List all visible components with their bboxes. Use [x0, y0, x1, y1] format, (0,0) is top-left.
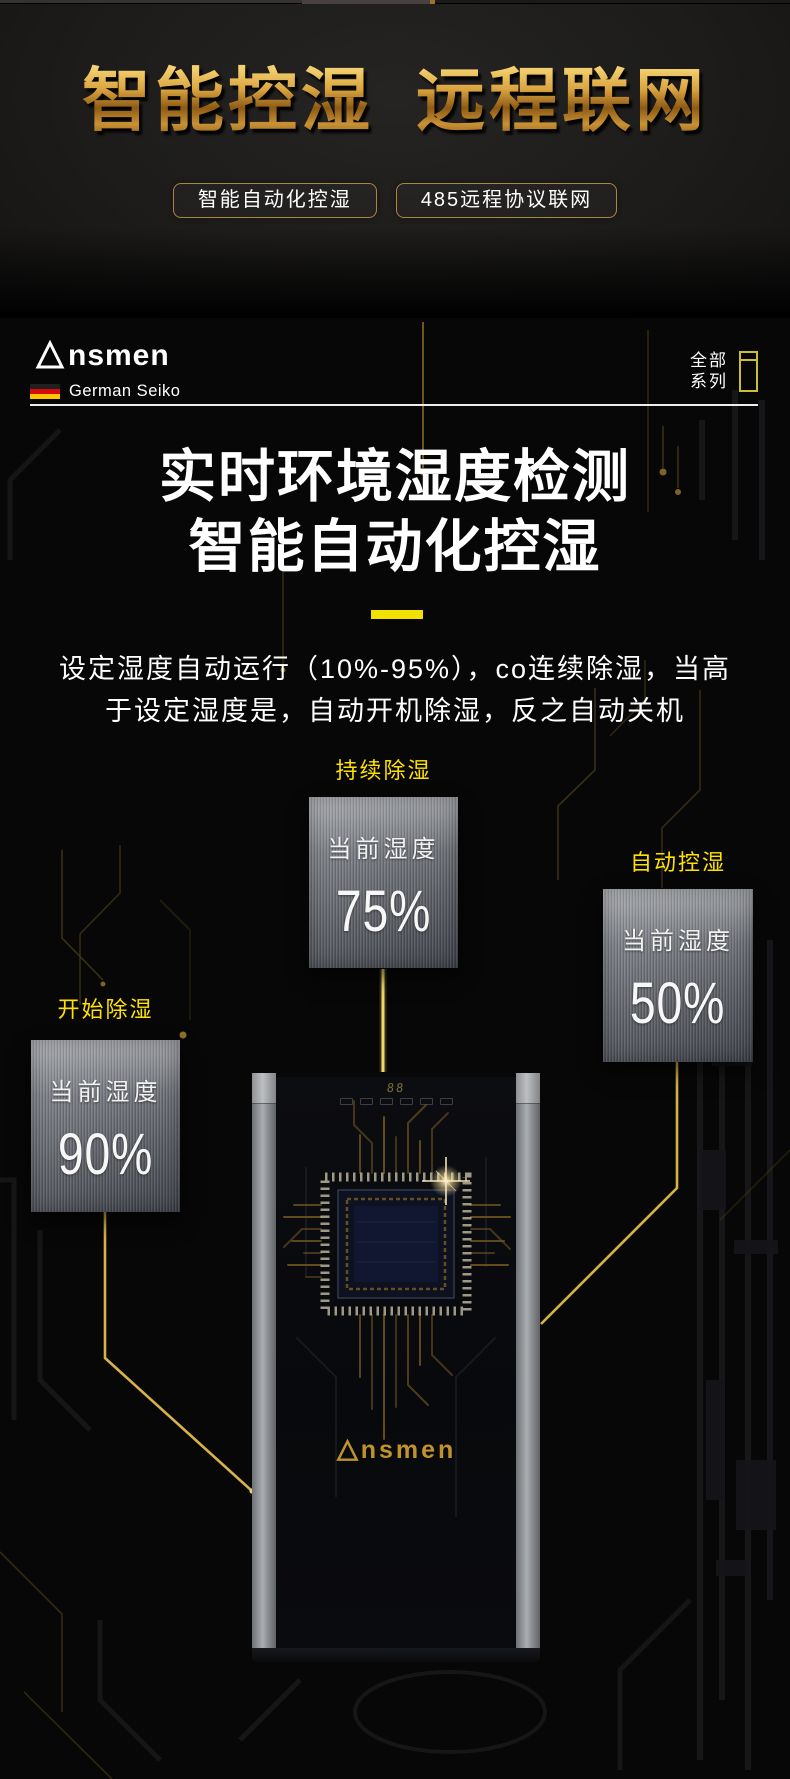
brand-subtitle: German Seiko	[69, 382, 181, 400]
series-catalog-icon[interactable]	[739, 351, 758, 392]
card-caption: 当前湿度	[622, 928, 734, 955]
feature-description-line1: 设定湿度自动运行（10%-95%），co连续除湿，当高	[58, 654, 732, 684]
product-logo-triangle-icon	[336, 1439, 359, 1461]
dehumidifier-product-image: 88	[252, 1073, 540, 1650]
feature-heading: 实时环境湿度检测 智能自动化控湿	[0, 442, 790, 582]
card-value: 90%	[57, 1122, 154, 1187]
brand-bar: nsmen German Seiko 全部 系列	[0, 318, 790, 408]
product-front-panel: 88	[276, 1077, 516, 1648]
product-base	[252, 1648, 540, 1662]
hero-title-part2: 远程联网	[416, 62, 708, 139]
brand-logo-text: nsmen	[68, 339, 170, 372]
humidity-card-start: 当前湿度 90%	[31, 1040, 180, 1212]
chip-artwork	[283, 1100, 511, 1517]
all-series-line2: 系列	[690, 372, 728, 391]
all-series-line1: 全部	[690, 351, 728, 370]
card-label-continuous: 持续除湿	[335, 758, 432, 783]
card-caption: 当前湿度	[327, 836, 440, 863]
product-left-rail	[252, 1073, 276, 1648]
card-label-auto: 自动控湿	[629, 850, 726, 875]
card-value: 50%	[630, 971, 726, 1036]
card-value: 75%	[335, 879, 432, 944]
german-flag-icon	[30, 384, 60, 399]
brand-logo: nsmen	[35, 339, 170, 372]
product-right-rail	[516, 1073, 540, 1648]
brand-subtitle-row: German Seiko	[30, 382, 180, 401]
feature-heading-line1: 实时环境湿度检测	[159, 445, 631, 509]
product-control-buttons	[276, 1098, 516, 1105]
card-caption: 当前湿度	[49, 1079, 162, 1106]
brand-logo-triangle-icon	[35, 340, 65, 369]
hero-title: 智能控湿 远程联网	[0, 44, 790, 144]
card-label-start: 开始除湿	[57, 997, 154, 1022]
all-series-link[interactable]: 全部 系列	[690, 350, 728, 392]
badge-smart-humidity-control: 智能自动化控湿	[172, 183, 377, 218]
hero-section: 智能控湿 远程联网 智能自动化控湿 485远程协议联网	[0, 0, 790, 318]
badge-485-protocol: 485远程协议联网	[395, 183, 618, 218]
hero-title-part1: 智能控湿	[82, 62, 374, 139]
brand-divider	[30, 404, 758, 406]
humidity-card-auto: 当前湿度 50%	[603, 889, 753, 1062]
product-brand-logo: nsmen	[276, 1436, 516, 1464]
humidity-card-continuous: 当前湿度 75%	[309, 797, 458, 968]
feature-heading-line2: 智能自动化控湿	[188, 515, 602, 579]
top-edge-artifact-strip	[0, 0, 790, 4]
product-logo-text: nsmen	[360, 1436, 457, 1464]
feature-description: 设定湿度自动运行（10%-95%），co连续除湿，当高 于设定湿度是，自动开机除…	[0, 648, 790, 732]
heading-underline	[371, 610, 423, 619]
hero-badges: 智能自动化控湿 485远程协议联网	[0, 183, 790, 218]
feature-description-line2: 于设定湿度是，自动开机除湿，反之自动关机	[105, 696, 685, 726]
